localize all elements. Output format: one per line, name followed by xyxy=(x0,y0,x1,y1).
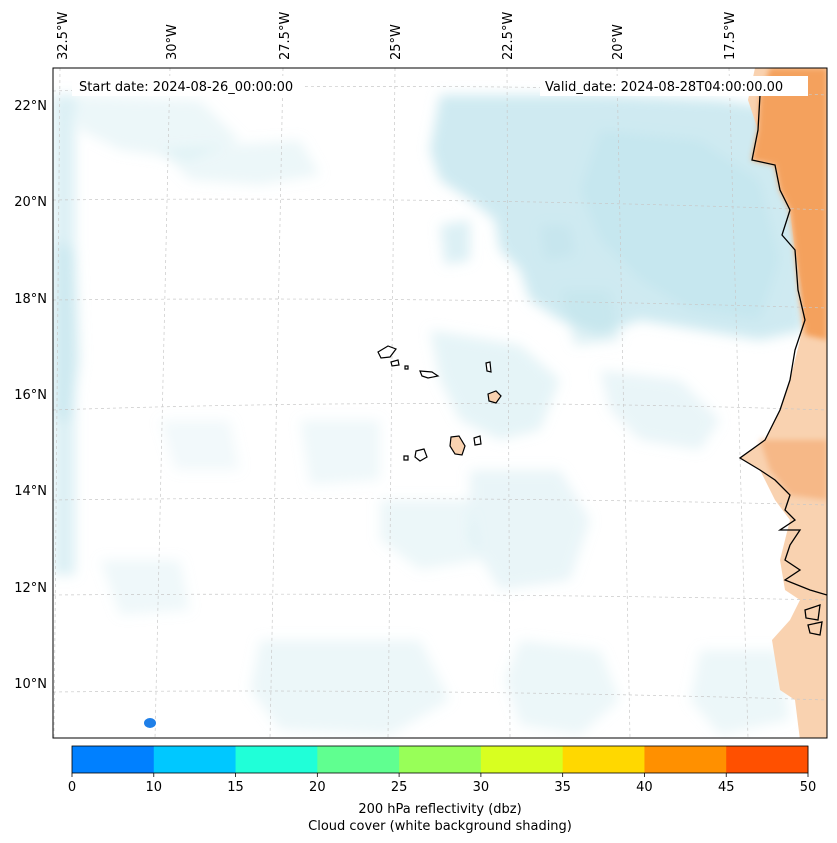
island-sal xyxy=(485,361,492,373)
colorbar-segment xyxy=(235,746,318,773)
lat-label-10n: 10°N xyxy=(14,677,47,692)
cloud-cover-shading xyxy=(53,95,805,735)
colorbar-tick-label: 0 xyxy=(68,780,76,795)
map-border xyxy=(52,67,828,739)
island-santo-antao xyxy=(377,345,397,359)
cape-verde-islands xyxy=(377,345,502,462)
coastline xyxy=(738,94,827,636)
island-maio xyxy=(473,435,482,446)
lon-label-22-5w: 22.5°W xyxy=(501,12,516,60)
colorbar-segment xyxy=(480,746,564,773)
longitude-labels: 32.5°W 30°W 27.5°W 25°W 22.5°W 20°W 17.5… xyxy=(56,12,738,60)
latitude-labels: 22°N 20°N 18°N 16°N 14°N 12°N 10°N xyxy=(14,99,47,692)
colorbar-segment xyxy=(153,746,237,773)
island-boa-vista xyxy=(487,390,502,404)
colorbar: 0 10 15 20 25 30 35 40 45 50 200 hPa reflectivity… xyxy=(68,745,816,834)
valid-date-box: Valid_date: 2024-08-28T04:00:00.00 xyxy=(540,76,808,96)
valid-date-text: Valid_date: 2024-08-28T04:00:00.00 xyxy=(545,80,783,95)
colorbar-tick-label: 40 xyxy=(636,780,653,795)
lon-label-20w: 20°W xyxy=(611,24,626,60)
reflectivity-cell xyxy=(144,718,156,728)
map-panel: Start date: 2024-08-26_00:00:00 Valid_da… xyxy=(53,68,827,738)
lat-label-20n: 20°N xyxy=(14,195,47,210)
lat-label-12n: 12°N xyxy=(14,581,47,596)
island-brava xyxy=(403,455,409,461)
colorbar-tick-label: 10 xyxy=(146,780,163,795)
colorbar-segment xyxy=(399,746,482,773)
colorbar-label-line1: 200 hPa reflectivity (dbz) xyxy=(358,802,521,817)
colorbar-border xyxy=(71,745,809,774)
island-fogo xyxy=(414,448,428,462)
lon-label-32-5w: 32.5°W xyxy=(56,12,71,60)
start-date-box: Start date: 2024-08-26_00:00:00 xyxy=(72,76,304,96)
island-sao-vicente xyxy=(390,359,400,367)
lon-label-25w: 25°W xyxy=(389,24,404,60)
colorbar-tick-label: 25 xyxy=(391,780,408,795)
lat-label-14n: 14°N xyxy=(14,484,47,499)
colorbar-tick-label: 50 xyxy=(800,780,817,795)
colorbar-segment xyxy=(726,746,809,773)
colorbar-ticks: 0 10 15 20 25 30 35 40 45 50 xyxy=(68,773,816,795)
colorbar-segment xyxy=(644,746,727,773)
island-santiago xyxy=(449,435,466,456)
colorbar-tick-label: 35 xyxy=(554,780,571,795)
colorbar-segment xyxy=(72,746,155,773)
lat-label-18n: 18°N xyxy=(14,292,47,307)
colorbar-tick-label: 30 xyxy=(473,780,490,795)
start-date-text: Start date: 2024-08-26_00:00:00 xyxy=(79,80,293,95)
lat-label-22n: 22°N xyxy=(14,99,47,114)
island-small-1 xyxy=(404,365,409,370)
colorbar-tick-label: 15 xyxy=(227,780,244,795)
colorbar-label-line2: Cloud cover (white background shading) xyxy=(308,819,572,834)
lon-label-30w: 30°W xyxy=(165,24,180,60)
colorbar-segment xyxy=(562,746,645,773)
colorbar-tick-label: 20 xyxy=(309,780,326,795)
colorbar-segment xyxy=(317,746,400,773)
land-shading xyxy=(740,68,827,738)
island-sao-nicolau xyxy=(419,370,440,379)
lon-label-17-5w: 17.5°W xyxy=(723,12,738,60)
lat-label-16n: 16°N xyxy=(14,388,47,403)
colorbar-tick-label: 45 xyxy=(718,780,735,795)
lon-label-27-5w: 27.5°W xyxy=(278,12,293,60)
colorbar-segments xyxy=(72,746,809,773)
